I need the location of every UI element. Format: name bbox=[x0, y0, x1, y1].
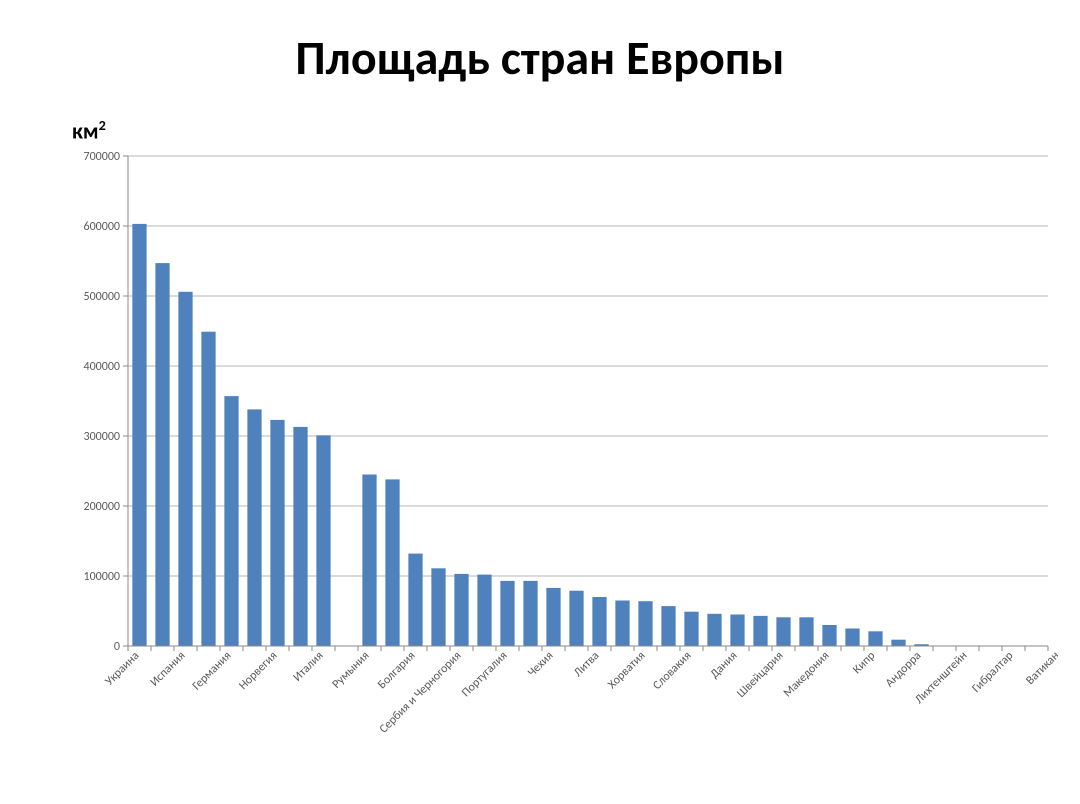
y-tick-label: 100000 bbox=[84, 570, 121, 584]
bar bbox=[776, 617, 790, 646]
y-axis-unit-label: км2 bbox=[72, 116, 106, 144]
bar bbox=[638, 601, 652, 646]
bar bbox=[270, 420, 284, 646]
bar bbox=[546, 588, 560, 646]
bar bbox=[454, 574, 468, 646]
x-tick-label: Македония bbox=[781, 649, 832, 700]
x-tick-label: Хорватия bbox=[605, 649, 648, 692]
bar bbox=[247, 409, 261, 646]
y-tick-label: 700000 bbox=[84, 150, 121, 164]
bar bbox=[155, 263, 169, 646]
bar bbox=[500, 581, 514, 646]
x-tick-label: Сербия и Черногория bbox=[377, 649, 464, 736]
x-tick-label: Украина bbox=[103, 649, 143, 689]
x-tick-label: Норвегия bbox=[236, 649, 280, 693]
y-tick-label: 0 bbox=[114, 640, 120, 654]
bar bbox=[822, 625, 836, 646]
chart-title: Площадь стран Европы bbox=[0, 28, 1080, 87]
bar bbox=[707, 614, 721, 646]
bar bbox=[477, 575, 491, 646]
bar bbox=[385, 479, 399, 646]
bar bbox=[293, 427, 307, 646]
x-tick-label: Гибралтар bbox=[970, 649, 1017, 696]
y-tick-label: 500000 bbox=[84, 290, 121, 304]
bar bbox=[431, 568, 445, 646]
y-axis-unit-base: км bbox=[72, 117, 99, 144]
x-tick-label: Швейцария bbox=[734, 649, 786, 701]
bar bbox=[132, 224, 146, 646]
y-tick-label: 300000 bbox=[84, 430, 121, 444]
x-tick-label: Кипр bbox=[850, 649, 878, 677]
bar bbox=[316, 435, 330, 646]
bar bbox=[868, 631, 882, 646]
bar bbox=[661, 606, 675, 646]
x-tick-label: Португалия bbox=[459, 649, 510, 700]
x-tick-label: Болгария bbox=[375, 649, 418, 692]
bar bbox=[592, 597, 606, 646]
x-tick-label: Дания bbox=[708, 649, 741, 682]
bar bbox=[753, 616, 767, 646]
x-tick-label: Германия bbox=[190, 649, 234, 693]
y-tick-label: 400000 bbox=[84, 360, 121, 374]
x-tick-label: Словакия bbox=[650, 649, 694, 693]
bar bbox=[845, 629, 859, 647]
bar-chart-svg: 0 100000 200000 300000 400000 500000 600000 700… bbox=[58, 150, 1058, 804]
bar bbox=[684, 612, 698, 646]
y-tick-label: 200000 bbox=[84, 500, 121, 514]
bar bbox=[201, 332, 215, 646]
bar bbox=[891, 640, 905, 646]
bar bbox=[224, 396, 238, 646]
x-tick-label: Литва bbox=[571, 649, 602, 680]
x-tick-label: Румыния bbox=[330, 649, 373, 692]
page: Площадь стран Европы км2 0 100000 200000 30… bbox=[0, 0, 1080, 804]
y-tick-label: 600000 bbox=[84, 220, 121, 234]
x-tick-label: Испания bbox=[148, 649, 189, 690]
bar bbox=[523, 581, 537, 646]
x-tick-label: Чехия bbox=[525, 649, 556, 680]
bar bbox=[362, 475, 376, 647]
x-tick-label: Италия bbox=[291, 649, 327, 685]
bar bbox=[730, 615, 744, 647]
x-tick-label: Ватикан bbox=[1023, 649, 1058, 688]
y-axis-unit-exp: 2 bbox=[99, 116, 106, 134]
x-tick-label: Андорра bbox=[883, 649, 925, 691]
bar bbox=[799, 617, 813, 646]
bar bbox=[569, 591, 583, 646]
bar-chart: 0 100000 200000 300000 400000 500000 600000 700… bbox=[58, 150, 1058, 804]
bar bbox=[178, 292, 192, 646]
bar bbox=[408, 554, 422, 646]
bar bbox=[615, 601, 629, 647]
